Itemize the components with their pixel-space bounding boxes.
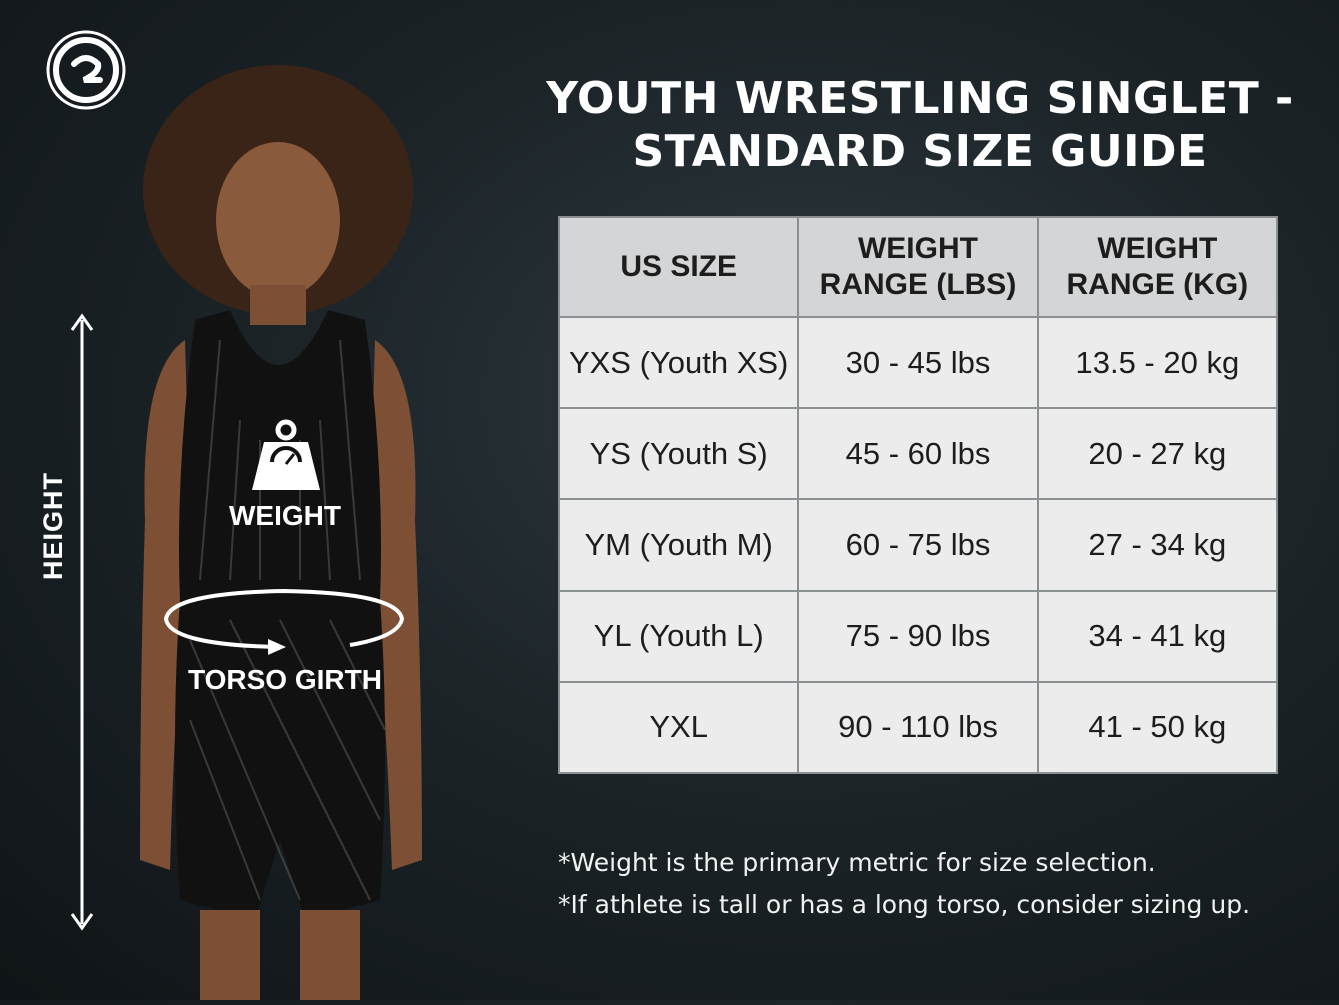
footnotes: *Weight is the primary metric for size s… bbox=[558, 842, 1318, 926]
cell-lbs: 75 - 90 lbs bbox=[797, 589, 1039, 683]
cell-size: YM (Youth M) bbox=[557, 498, 800, 592]
cell-size: YXS (Youth XS) bbox=[557, 315, 800, 410]
table-header-row: US SIZE WEIGHT RANGE (LBS) WEIGHT RANGE … bbox=[557, 216, 1279, 318]
note-1: *Weight is the primary metric for size s… bbox=[558, 848, 1156, 877]
cell-lbs: 45 - 60 lbs bbox=[797, 407, 1039, 501]
header-weight-kg: WEIGHT RANGE (KG) bbox=[1036, 216, 1279, 318]
table-row: YXL 90 - 110 lbs 41 - 50 kg bbox=[557, 680, 1279, 775]
cell-lbs: 90 - 110 lbs bbox=[797, 680, 1039, 775]
cell-kg: 34 - 41 kg bbox=[1036, 589, 1279, 683]
header-weight-lbs: WEIGHT RANGE (LBS) bbox=[797, 216, 1039, 318]
page-title: YOUTH WRESTLING SINGLET - STANDARD SIZE … bbox=[540, 72, 1300, 178]
note-2: *If athlete is tall or has a long torso,… bbox=[558, 890, 1251, 919]
title-line-2: STANDARD SIZE GUIDE bbox=[632, 126, 1208, 177]
cell-size: YS (Youth S) bbox=[557, 407, 800, 501]
cell-kg: 20 - 27 kg bbox=[1036, 407, 1279, 501]
cell-kg: 13.5 - 20 kg bbox=[1036, 315, 1279, 410]
weight-label: WEIGHT bbox=[229, 500, 341, 531]
table-row: YM (Youth M) 60 - 75 lbs 27 - 34 kg bbox=[557, 498, 1279, 592]
athlete-figure bbox=[100, 40, 480, 1000]
table-row: YS (Youth S) 45 - 60 lbs 20 - 27 kg bbox=[557, 407, 1279, 501]
cell-lbs: 30 - 45 lbs bbox=[797, 315, 1039, 410]
torso-girth-label: TORSO GIRTH bbox=[188, 664, 382, 695]
brand-logo bbox=[44, 28, 128, 112]
cell-size: YL (Youth L) bbox=[557, 589, 800, 683]
weight-scale-icon bbox=[250, 418, 322, 494]
cell-size: YXL bbox=[557, 680, 800, 775]
table-row: YXS (Youth XS) 30 - 45 lbs 13.5 - 20 kg bbox=[557, 315, 1279, 410]
cell-kg: 41 - 50 kg bbox=[1036, 680, 1279, 775]
title-line-1: YOUTH WRESTLING SINGLET - bbox=[546, 73, 1294, 124]
cell-lbs: 60 - 75 lbs bbox=[797, 498, 1039, 592]
cell-kg: 27 - 34 kg bbox=[1036, 498, 1279, 592]
header-us-size: US SIZE bbox=[557, 216, 800, 318]
table-row: YL (Youth L) 75 - 90 lbs 34 - 41 kg bbox=[557, 589, 1279, 683]
girth-ring-icon bbox=[160, 585, 408, 655]
height-label: HEIGHT bbox=[38, 471, 68, 580]
height-arrow-icon bbox=[62, 312, 102, 932]
size-guide-table: US SIZE WEIGHT RANGE (LBS) WEIGHT RANGE … bbox=[557, 216, 1279, 775]
